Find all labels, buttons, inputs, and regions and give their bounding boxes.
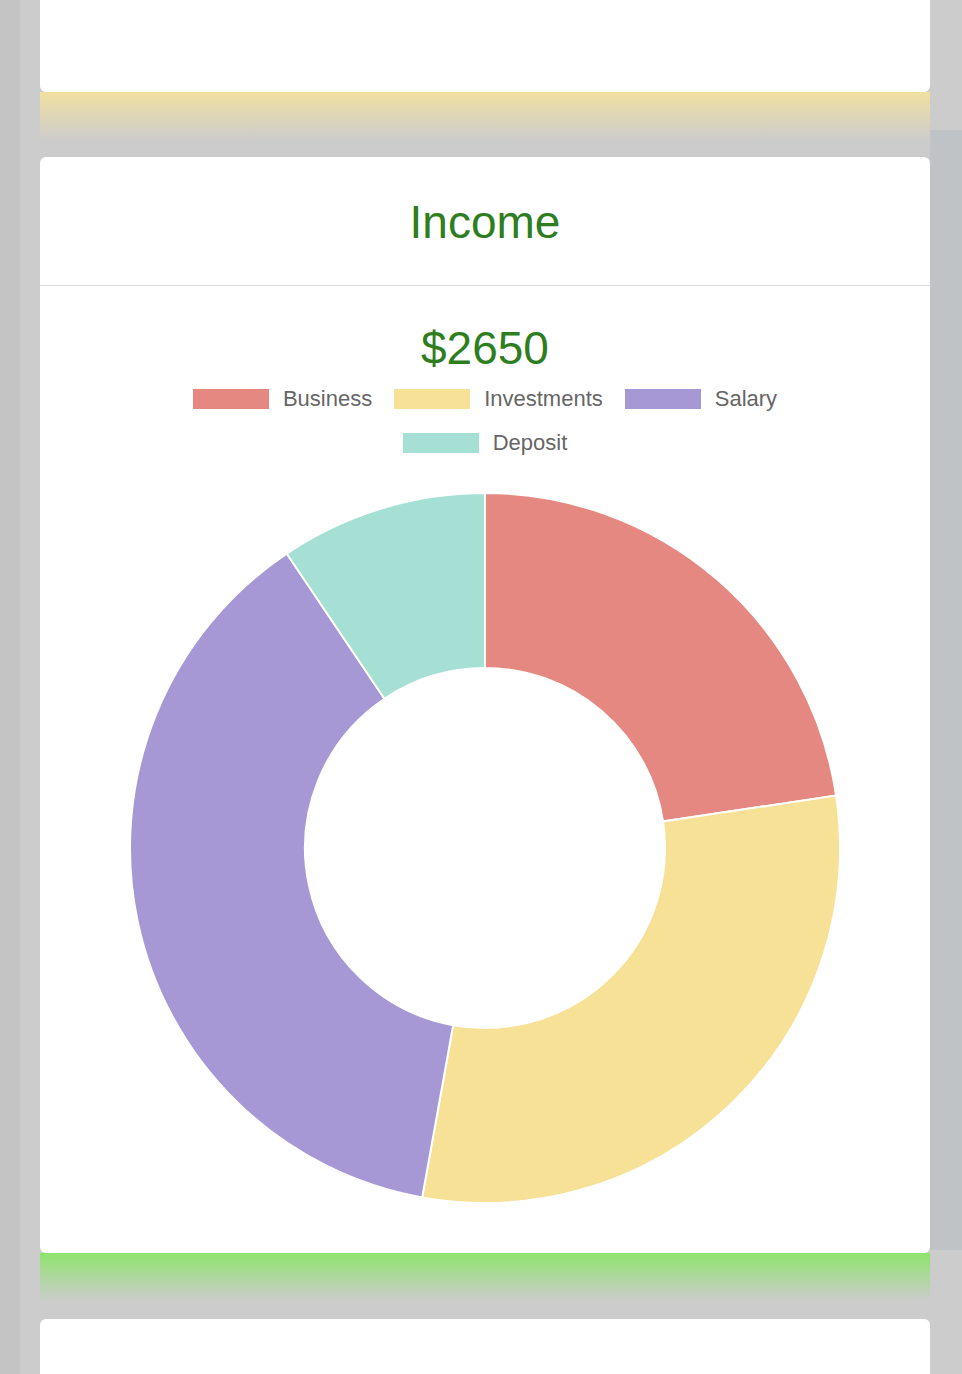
slice — [287, 493, 485, 699]
legend-item: Salary — [625, 377, 777, 421]
card-header: Income — [40, 157, 930, 286]
background-art — [930, 130, 962, 1250]
income-card: Income $2650 Business Investments Salary De… — [40, 157, 930, 1253]
legend-label: Salary — [715, 386, 777, 412]
card-strip — [40, 92, 930, 140]
previous-card — [40, 0, 930, 92]
next-card — [40, 1319, 930, 1374]
legend: Business Investments Salary Deposit — [155, 377, 815, 465]
legend-label: Business — [283, 386, 372, 412]
legend-item: Deposit — [403, 421, 568, 465]
legend-item: Investments — [394, 377, 603, 421]
legend-swatch — [193, 389, 269, 409]
legend-item: Business — [193, 377, 372, 421]
slice — [422, 796, 840, 1203]
legend-swatch — [625, 389, 701, 409]
legend-swatch — [403, 433, 479, 453]
legend-label: Investments — [484, 386, 603, 412]
page-edge — [0, 0, 20, 1374]
slice — [485, 493, 836, 821]
title: Income — [410, 195, 561, 249]
chart — [40, 157, 930, 1253]
subtitle: $2650 — [40, 323, 930, 373]
legend-label: Deposit — [493, 430, 568, 456]
card-strip — [40, 1253, 930, 1301]
legend-swatch — [394, 389, 470, 409]
